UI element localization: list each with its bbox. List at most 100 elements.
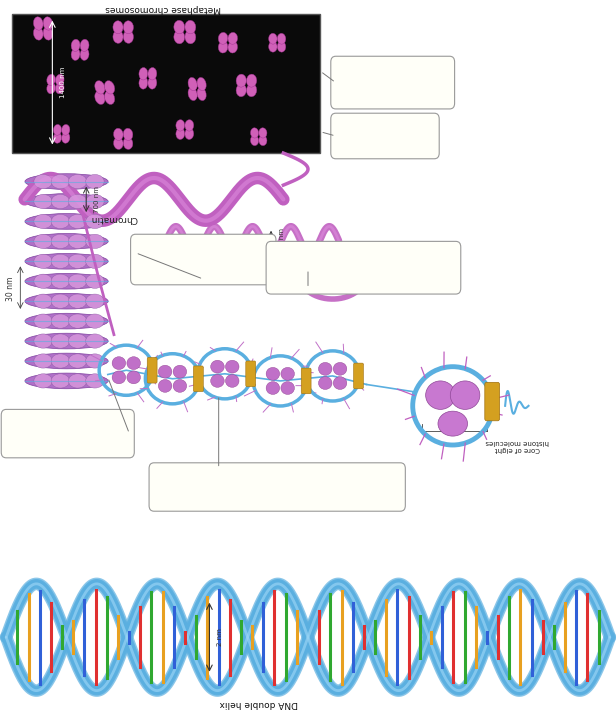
Ellipse shape (426, 381, 455, 409)
Ellipse shape (68, 314, 87, 328)
Ellipse shape (25, 174, 108, 189)
Ellipse shape (68, 274, 87, 288)
Ellipse shape (34, 174, 52, 189)
Ellipse shape (197, 88, 206, 100)
Ellipse shape (176, 128, 185, 140)
Ellipse shape (43, 17, 53, 30)
Ellipse shape (68, 194, 87, 209)
Ellipse shape (105, 80, 115, 94)
FancyBboxPatch shape (354, 363, 363, 389)
Ellipse shape (236, 74, 246, 87)
Ellipse shape (259, 135, 267, 146)
Ellipse shape (25, 234, 108, 249)
Text: DNA double helix: DNA double helix (219, 698, 298, 708)
Ellipse shape (266, 382, 280, 394)
Ellipse shape (33, 27, 43, 40)
Ellipse shape (62, 132, 70, 143)
Ellipse shape (269, 41, 277, 52)
Ellipse shape (34, 374, 52, 388)
FancyBboxPatch shape (331, 113, 439, 159)
Ellipse shape (86, 234, 104, 248)
Ellipse shape (68, 174, 87, 189)
Ellipse shape (277, 33, 286, 44)
Ellipse shape (185, 128, 193, 140)
Ellipse shape (318, 362, 332, 375)
Ellipse shape (139, 77, 148, 89)
Ellipse shape (55, 83, 64, 94)
Ellipse shape (236, 84, 246, 97)
Ellipse shape (176, 120, 185, 131)
Ellipse shape (173, 365, 187, 378)
Text: 300 nm: 300 nm (279, 228, 285, 255)
Ellipse shape (51, 334, 70, 348)
Text: 700 nm: 700 nm (94, 186, 100, 213)
FancyBboxPatch shape (331, 56, 455, 109)
Ellipse shape (113, 128, 123, 140)
Ellipse shape (68, 294, 87, 308)
Ellipse shape (333, 362, 347, 375)
FancyBboxPatch shape (246, 361, 256, 387)
Ellipse shape (54, 132, 62, 143)
Ellipse shape (185, 21, 196, 33)
Text: Core of eight
histone molecules: Core of eight histone molecules (485, 439, 549, 452)
Ellipse shape (113, 31, 123, 43)
Ellipse shape (33, 17, 43, 30)
Ellipse shape (86, 374, 104, 388)
Ellipse shape (80, 48, 89, 61)
Ellipse shape (251, 135, 259, 146)
Ellipse shape (86, 354, 104, 368)
Ellipse shape (51, 254, 70, 268)
Ellipse shape (68, 214, 87, 229)
Ellipse shape (197, 78, 206, 90)
Ellipse shape (228, 41, 238, 53)
Ellipse shape (68, 334, 87, 348)
Ellipse shape (51, 354, 70, 368)
Ellipse shape (123, 31, 134, 43)
FancyBboxPatch shape (266, 241, 461, 294)
Ellipse shape (86, 174, 104, 189)
Ellipse shape (34, 274, 52, 288)
Bar (12, 14, 320, 153)
Ellipse shape (188, 78, 197, 90)
Ellipse shape (25, 333, 108, 349)
Ellipse shape (25, 353, 108, 369)
Ellipse shape (55, 74, 64, 85)
Ellipse shape (86, 214, 104, 229)
Ellipse shape (86, 194, 104, 209)
Ellipse shape (68, 234, 87, 248)
Ellipse shape (95, 80, 105, 94)
Ellipse shape (246, 84, 257, 97)
Ellipse shape (225, 360, 239, 373)
Ellipse shape (139, 68, 148, 80)
Ellipse shape (246, 74, 257, 87)
Ellipse shape (86, 294, 104, 308)
Ellipse shape (43, 27, 53, 40)
Ellipse shape (173, 379, 187, 392)
Ellipse shape (281, 382, 294, 394)
FancyBboxPatch shape (193, 366, 203, 392)
FancyBboxPatch shape (301, 368, 311, 394)
Ellipse shape (333, 377, 347, 389)
Ellipse shape (113, 137, 123, 150)
Ellipse shape (51, 174, 70, 189)
Ellipse shape (47, 74, 55, 85)
Ellipse shape (25, 214, 108, 229)
Ellipse shape (266, 367, 280, 380)
Ellipse shape (450, 381, 480, 409)
Ellipse shape (68, 354, 87, 368)
Ellipse shape (80, 39, 89, 51)
Ellipse shape (51, 194, 70, 209)
Ellipse shape (51, 274, 70, 288)
FancyBboxPatch shape (147, 357, 157, 383)
Ellipse shape (112, 371, 126, 384)
Ellipse shape (47, 83, 55, 94)
Ellipse shape (25, 293, 108, 309)
Ellipse shape (123, 128, 133, 140)
Ellipse shape (148, 77, 156, 89)
Ellipse shape (188, 88, 197, 100)
Ellipse shape (34, 254, 52, 268)
Ellipse shape (438, 412, 468, 436)
Ellipse shape (25, 253, 108, 269)
Ellipse shape (123, 137, 133, 150)
Ellipse shape (68, 374, 87, 388)
